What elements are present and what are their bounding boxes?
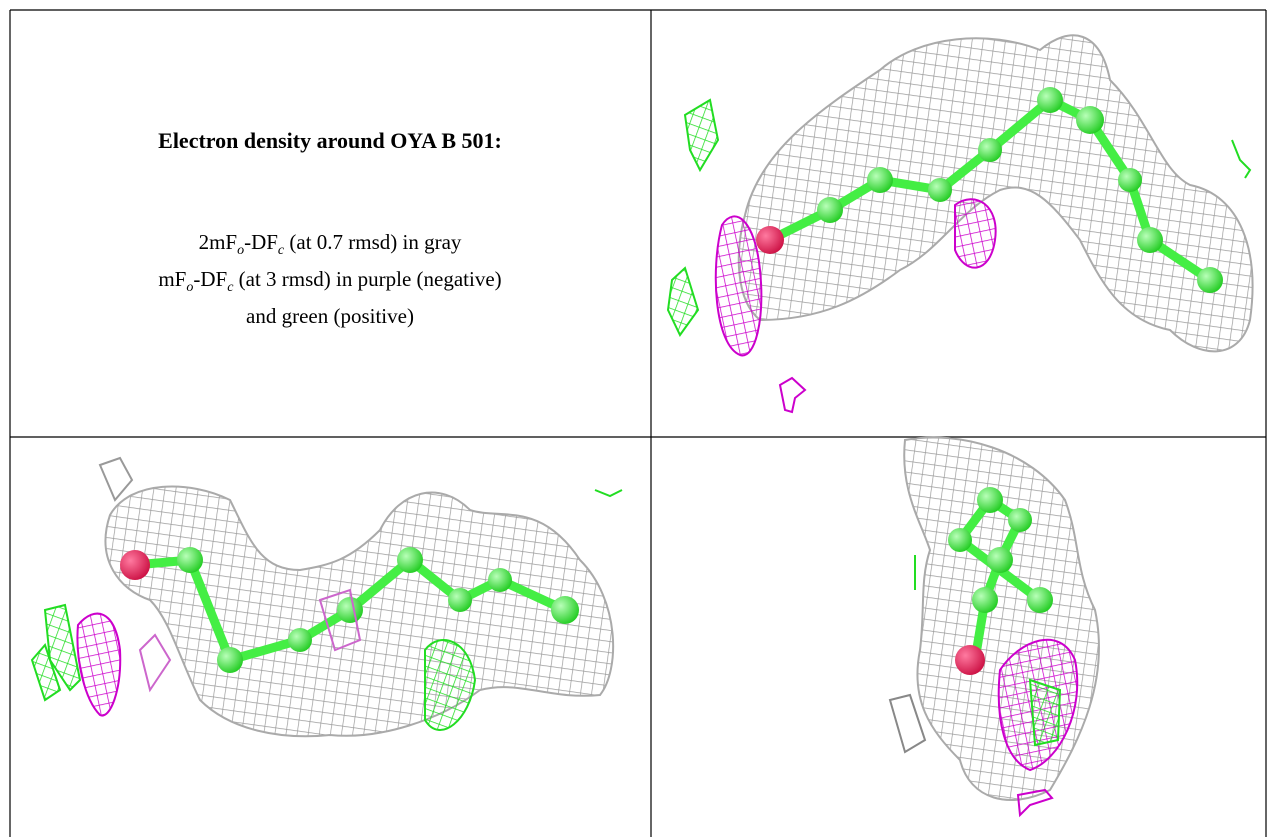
legend-text: (at 3 rmsd) in purple (negative) bbox=[233, 267, 501, 291]
figure bbox=[0, 0, 1276, 837]
legend-line: 2mFo-DFc (at 0.7 rmsd) in gray bbox=[20, 228, 640, 265]
density-view-2 bbox=[32, 458, 622, 736]
title: Electron density around OYA B 501: bbox=[20, 128, 640, 154]
legend-line: and green (positive) bbox=[20, 302, 640, 331]
legend-text: and green (positive) bbox=[246, 304, 414, 328]
legend-text: -DF bbox=[244, 230, 278, 254]
legend-line: mFo-DFc (at 3 rmsd) in purple (negative) bbox=[20, 265, 640, 302]
legend-text: 2mF bbox=[199, 230, 238, 254]
legend-text: -DF bbox=[193, 267, 227, 291]
density-view-1 bbox=[668, 35, 1253, 412]
legend-text: (at 0.7 rmsd) in gray bbox=[284, 230, 461, 254]
legend-text: mF bbox=[158, 267, 186, 291]
density-view-3 bbox=[890, 438, 1099, 816]
page: Electron density around OYA B 501: 2mFo-… bbox=[0, 0, 1276, 837]
